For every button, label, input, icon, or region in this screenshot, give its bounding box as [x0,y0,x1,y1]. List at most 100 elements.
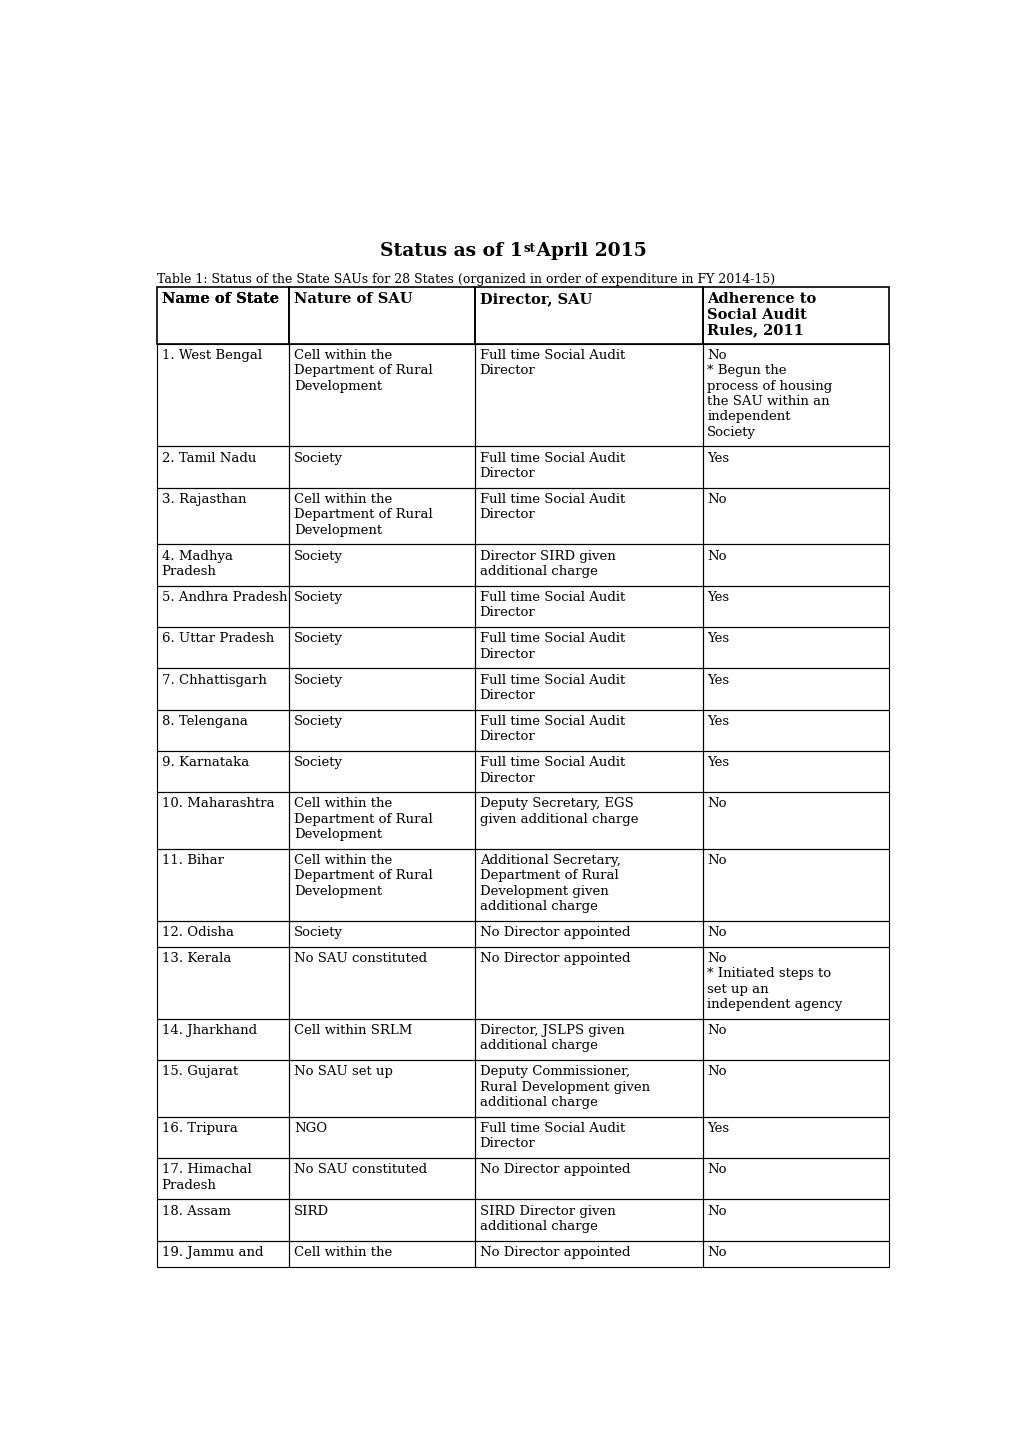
Text: Cell within the: Cell within the [293,1245,391,1258]
Bar [475,750,702,792]
Text: 12. Odisha: 12. Odisha [161,926,233,939]
Text: Society: Society [293,714,342,727]
Bar [289,1019,475,1061]
Text: Development: Development [293,524,381,537]
Text: Department of Rural: Department of Rural [293,812,432,825]
Bar [702,1061,888,1117]
Bar [475,586,702,628]
Text: 16. Tripura: 16. Tripura [161,1123,237,1136]
Bar [157,947,289,1019]
Bar [289,921,475,947]
Bar [702,287,888,343]
Text: Yes: Yes [707,452,729,465]
Bar [157,1199,289,1241]
Bar [702,668,888,710]
Text: NGO: NGO [293,1123,327,1136]
Text: Director, SAU: Director, SAU [479,293,591,306]
Text: Development given: Development given [479,885,608,898]
Text: 3. Rajasthan: 3. Rajasthan [161,494,246,506]
Text: Director, JSLPS given: Director, JSLPS given [479,1025,624,1038]
Text: Rules, 2011: Rules, 2011 [707,323,803,338]
Text: Society: Society [293,926,342,939]
Text: Cell within the: Cell within the [293,798,391,811]
Text: Status as of 1: Status as of 1 [379,241,522,260]
Bar [702,848,888,921]
Text: No Director appointed: No Director appointed [479,926,630,939]
Bar [157,343,289,446]
Text: Full time Social Audit: Full time Social Audit [479,632,625,645]
Bar [475,848,702,921]
Text: additional charge: additional charge [479,1219,597,1232]
Text: 1. West Bengal: 1. West Bengal [161,349,262,362]
Bar [475,287,702,343]
Text: Cell within SRLM: Cell within SRLM [293,1025,412,1038]
Bar [157,1159,289,1199]
Bar [702,947,888,1019]
Text: independent agency: independent agency [707,999,842,1012]
Bar [475,1019,702,1061]
Bar [702,1117,888,1159]
Text: No: No [707,550,727,563]
Text: Cell within the: Cell within the [293,349,391,362]
Text: 15. Gujarat: 15. Gujarat [161,1065,237,1078]
Bar [702,750,888,792]
Bar [289,710,475,750]
Bar [157,1241,289,1267]
Text: No SAU constituted: No SAU constituted [293,952,427,965]
Bar [702,628,888,668]
Text: No SAU set up: No SAU set up [293,1065,392,1078]
Bar [702,1019,888,1061]
Bar [702,1241,888,1267]
Text: No: No [707,926,727,939]
Bar [157,668,289,710]
Bar [475,1117,702,1159]
Text: Nature of SAU: Nature of SAU [293,293,412,306]
Bar [289,947,475,1019]
Text: Pradesh: Pradesh [161,566,216,579]
Bar [289,287,475,343]
Text: April 2015: April 2015 [530,241,647,260]
Bar [157,710,289,750]
Bar [702,1199,888,1241]
Text: 5. Andhra Pradesh: 5. Andhra Pradesh [161,592,286,605]
Text: Director: Director [479,648,535,661]
Bar [157,1061,289,1117]
Text: No: No [707,1025,727,1038]
Bar [157,446,289,488]
Text: additional charge: additional charge [479,1097,597,1110]
Text: Director: Director [479,606,535,619]
Text: Director: Director [479,688,535,701]
Bar [702,710,888,750]
Bar [475,343,702,446]
Text: No Director appointed: No Director appointed [479,1245,630,1258]
Text: Yes: Yes [707,714,729,727]
Text: Director: Director [479,365,535,378]
Text: Full time Social Audit: Full time Social Audit [479,452,625,465]
Text: Department of Rural: Department of Rural [293,508,432,521]
Bar [475,628,702,668]
Bar [289,792,475,848]
Text: process of housing: process of housing [707,380,832,392]
Text: Director: Director [479,508,535,521]
Bar [289,1061,475,1117]
Text: Full time Social Audit: Full time Social Audit [479,756,625,769]
Text: 14. Jharkhand: 14. Jharkhand [161,1025,257,1038]
Text: 11. Bihar: 11. Bihar [161,854,223,867]
Text: Full time Social Audit: Full time Social Audit [479,714,625,727]
Bar [475,446,702,488]
Bar [289,1117,475,1159]
Text: Deputy Secretary, EGS: Deputy Secretary, EGS [479,798,633,811]
Text: * Begun the: * Begun the [707,365,786,378]
Bar [475,544,702,586]
Text: 4. Madhya: 4. Madhya [161,550,232,563]
Text: 18. Assam: 18. Assam [161,1205,230,1218]
Text: Yes: Yes [707,592,729,605]
Text: Yes: Yes [707,674,729,687]
Text: No: No [707,854,727,867]
Text: No SAU constituted: No SAU constituted [293,1163,427,1176]
Text: Full time Social Audit: Full time Social Audit [479,592,625,605]
Text: additional charge: additional charge [479,1039,597,1052]
Text: Department of Rural: Department of Rural [293,870,432,883]
Bar [702,343,888,446]
Bar [475,792,702,848]
